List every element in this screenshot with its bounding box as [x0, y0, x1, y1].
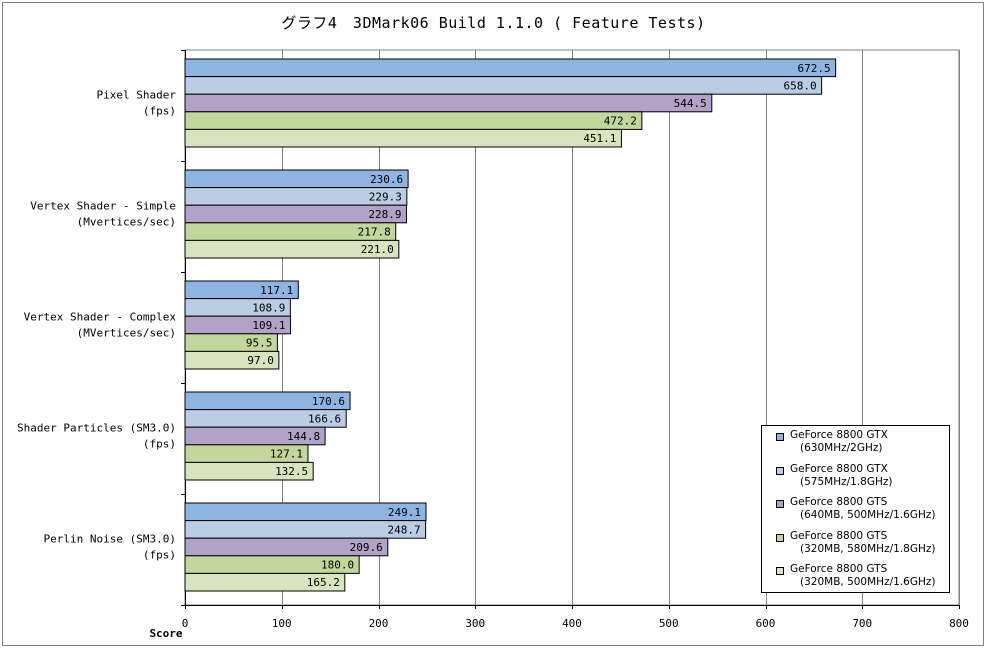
bar-value-label: 108.9	[252, 301, 285, 314]
legend-swatch	[776, 533, 784, 542]
category-label: Vertex Shader - Complex	[24, 311, 177, 324]
bar-value-label: 144.8	[287, 430, 320, 443]
bar-value-label: 180.0	[321, 559, 354, 572]
category-label: (Mvertices/sec)	[77, 216, 176, 229]
x-tick-label: 100	[272, 617, 292, 630]
legend-series-name: GeForce 8800 GTS	[790, 529, 888, 542]
bar-value-label: 127.1	[270, 448, 303, 461]
legend-series-detail: (320MB, 500MHz/1.6GHz)	[800, 576, 936, 589]
legend-swatch	[776, 500, 784, 509]
bar-value-label: 544.5	[674, 97, 707, 110]
x-tick-label: 800	[949, 617, 969, 630]
legend-swatch	[776, 567, 784, 576]
bar	[184, 93, 713, 113]
bar-value-label: 97.0	[247, 354, 274, 367]
bar-value-label: 132.5	[275, 465, 308, 478]
legend-item: GeForce 8800 GTS (640MB, 500MHz/1.6GHz)	[776, 496, 949, 530]
legend-item: GeForce 8800 GTS (320MB, 580MHz/1.8GHz)	[776, 530, 949, 564]
x-tick-label: 200	[369, 617, 389, 630]
x-tick-label: 300	[465, 617, 485, 630]
legend-item: GeForce 8800 GTX (630MHz/2GHz)	[776, 429, 949, 463]
legend-series-name: GeForce 8800 GTX	[790, 462, 888, 475]
bar	[184, 76, 823, 95]
legend-swatch	[776, 466, 784, 475]
bar-value-label: 117.1	[260, 284, 293, 297]
x-tick-label: 400	[562, 617, 582, 630]
x-axis-title: Score	[149, 627, 182, 640]
bar-value-label: 451.1	[583, 132, 616, 145]
category-label: (MVertices/sec)	[77, 327, 176, 340]
category-label: Pixel Shader	[97, 89, 177, 102]
legend-item: GeForce 8800 GTS (320MB, 500MHz/1.6GHz)	[776, 563, 949, 597]
bar-value-label: 170.6	[312, 395, 345, 408]
bar	[184, 461, 314, 481]
category-label: Perlin Noise (SM3.0)	[44, 533, 176, 546]
bar	[184, 572, 346, 592]
bar-value-label: 472.2	[604, 115, 637, 128]
legend-series-name: GeForce 8800 GTS	[790, 496, 888, 509]
category-label: Shader Particles (SM3.0)	[17, 422, 176, 435]
x-tick-label: 700	[852, 617, 872, 630]
category-label: Vertex Shader - Simple	[30, 200, 176, 213]
bar-value-label: 166.6	[308, 412, 341, 425]
x-tick-label: 600	[756, 617, 776, 630]
bar-value-label: 221.0	[361, 243, 394, 256]
bar	[184, 128, 622, 148]
bar	[184, 239, 400, 259]
legend: GeForce 8800 GTX (630MHz/2GHz) GeForce 880…	[761, 425, 950, 593]
bar-value-label: 658.0	[783, 79, 816, 92]
bar	[184, 350, 280, 370]
bar-value-label: 249.1	[388, 506, 421, 519]
category-label: (fps)	[143, 438, 176, 451]
bar	[184, 58, 837, 78]
bar	[184, 111, 643, 130]
bar-value-label: 109.1	[252, 319, 285, 332]
x-tick-label: 500	[659, 617, 679, 630]
category-label: (fps)	[143, 549, 176, 562]
category-label: (fps)	[143, 105, 176, 118]
bar-value-label: 228.9	[368, 208, 401, 221]
legend-series-detail: (630MHz/2GHz)	[800, 442, 883, 454]
bar-value-label: 209.6	[350, 541, 383, 554]
legend-series-detail: (320MB, 580MHz/1.8GHz)	[800, 542, 936, 555]
legend-series-detail: (640MB, 500MHz/1.6GHz)	[800, 509, 936, 522]
legend-swatch	[776, 433, 784, 441]
bar-value-label: 95.5	[246, 337, 273, 350]
legend-item: GeForce 8800 GTX (575MHz/1.8GHz)	[776, 463, 949, 497]
bar-value-label: 248.7	[387, 523, 420, 536]
chart-title: グラフ4 3DMark06 Build 1.1.0 ( Feature Test…	[281, 14, 706, 32]
bar-value-label: 217.8	[358, 226, 391, 239]
bar-value-label: 165.2	[307, 576, 340, 589]
legend-series-detail: (575MHz/1.8GHz)	[800, 475, 893, 488]
x-tick-label: 0	[182, 617, 189, 630]
legend-series-name: GeForce 8800 GTX	[790, 429, 888, 441]
bar-value-label: 230.6	[370, 173, 403, 186]
legend-series-name: GeForce 8800 GTS	[790, 563, 888, 576]
bar-value-label: 672.5	[798, 62, 831, 75]
bar-value-label: 229.3	[369, 190, 402, 203]
